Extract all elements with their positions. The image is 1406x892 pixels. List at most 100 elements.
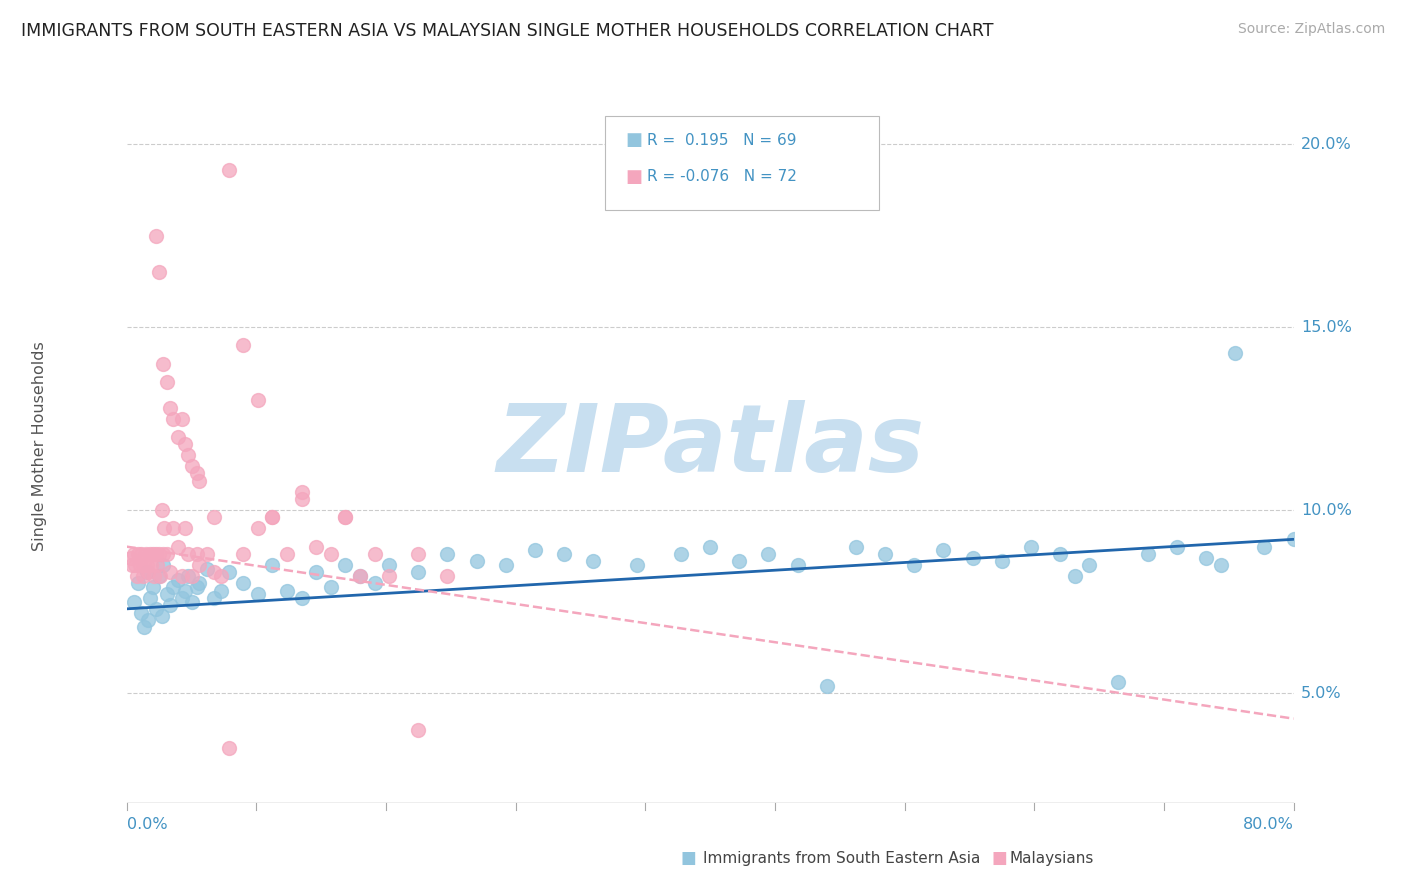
Point — [1049, 547, 1071, 561]
Point — [1019, 540, 1042, 554]
Point — [170, 411, 193, 425]
Point — [148, 547, 170, 561]
Point — [262, 558, 284, 572]
Point — [319, 580, 342, 594]
Point — [319, 547, 342, 561]
Point — [1136, 547, 1159, 561]
Text: IMMIGRANTS FROM SOUTH EASTERN ASIA VS MALAYSIAN SINGLE MOTHER HOUSEHOLDS CORRELA: IMMIGRANTS FROM SOUTH EASTERN ASIA VS MA… — [21, 22, 994, 40]
Point — [142, 547, 165, 561]
Point — [335, 510, 357, 524]
Point — [232, 338, 254, 352]
Point — [145, 602, 167, 616]
Point — [143, 569, 166, 583]
Point — [436, 569, 458, 583]
Point — [408, 723, 430, 737]
Point — [408, 566, 430, 580]
Point — [139, 591, 162, 605]
Point — [145, 547, 167, 561]
Point — [142, 580, 165, 594]
Point — [669, 547, 692, 561]
Text: 5.0%: 5.0% — [1301, 686, 1341, 700]
Point — [202, 591, 225, 605]
Point — [756, 547, 779, 561]
Point — [186, 547, 208, 561]
Point — [120, 550, 142, 565]
Point — [378, 569, 401, 583]
Point — [335, 558, 357, 572]
Point — [153, 521, 176, 535]
Point — [136, 558, 159, 572]
Point — [990, 554, 1012, 568]
Point — [156, 375, 179, 389]
Point — [202, 566, 225, 580]
Point — [170, 591, 193, 605]
Point — [127, 576, 149, 591]
Point — [1108, 675, 1130, 690]
Point — [132, 558, 155, 572]
Point — [166, 573, 188, 587]
Text: Source: ZipAtlas.com: Source: ZipAtlas.com — [1237, 22, 1385, 37]
Point — [218, 162, 240, 177]
Point — [134, 547, 156, 561]
Point — [195, 547, 218, 561]
Point — [136, 566, 159, 580]
Text: Immigrants from South Eastern Asia: Immigrants from South Eastern Asia — [703, 851, 980, 865]
Point — [1166, 540, 1188, 554]
Point — [146, 558, 169, 572]
Point — [218, 740, 240, 755]
Point — [305, 540, 328, 554]
Point — [148, 265, 170, 279]
Point — [349, 569, 371, 583]
Text: ■: ■ — [991, 849, 1007, 867]
Point — [349, 569, 371, 583]
Point — [524, 543, 547, 558]
Text: 20.0%: 20.0% — [1301, 136, 1351, 152]
Point — [232, 576, 254, 591]
Point — [246, 393, 269, 408]
Point — [1223, 345, 1246, 359]
Point — [262, 510, 284, 524]
Point — [232, 547, 254, 561]
Text: ■: ■ — [681, 849, 696, 867]
Point — [149, 569, 172, 583]
Point — [186, 467, 208, 481]
Point — [174, 583, 197, 598]
Point — [181, 459, 204, 474]
Point — [1195, 550, 1218, 565]
Point — [125, 569, 148, 583]
Point — [159, 401, 181, 415]
Point — [148, 569, 170, 583]
Point — [962, 550, 984, 565]
Point — [378, 558, 401, 572]
Point — [152, 547, 174, 561]
Text: ■: ■ — [626, 131, 643, 149]
Point — [728, 554, 751, 568]
Point — [188, 558, 211, 572]
Point — [195, 561, 218, 575]
Point — [129, 547, 152, 561]
Point — [363, 576, 385, 591]
Point — [177, 547, 200, 561]
Point — [128, 558, 150, 572]
Text: Malaysians: Malaysians — [1010, 851, 1094, 865]
Point — [159, 598, 181, 612]
Point — [124, 558, 146, 572]
Point — [132, 620, 155, 634]
Point — [162, 521, 184, 535]
Point — [202, 510, 225, 524]
Point — [188, 474, 211, 488]
Text: Single Mother Households: Single Mother Households — [32, 341, 46, 551]
Point — [436, 547, 458, 561]
Text: R = -0.076   N = 72: R = -0.076 N = 72 — [647, 169, 797, 184]
Point — [150, 503, 173, 517]
Point — [209, 583, 232, 598]
Point — [363, 547, 385, 561]
Point — [152, 558, 174, 572]
Text: 10.0%: 10.0% — [1301, 502, 1351, 517]
Point — [174, 437, 197, 451]
Point — [129, 606, 152, 620]
Point — [166, 540, 188, 554]
Point — [305, 566, 328, 580]
Point — [138, 566, 160, 580]
Point — [156, 547, 179, 561]
